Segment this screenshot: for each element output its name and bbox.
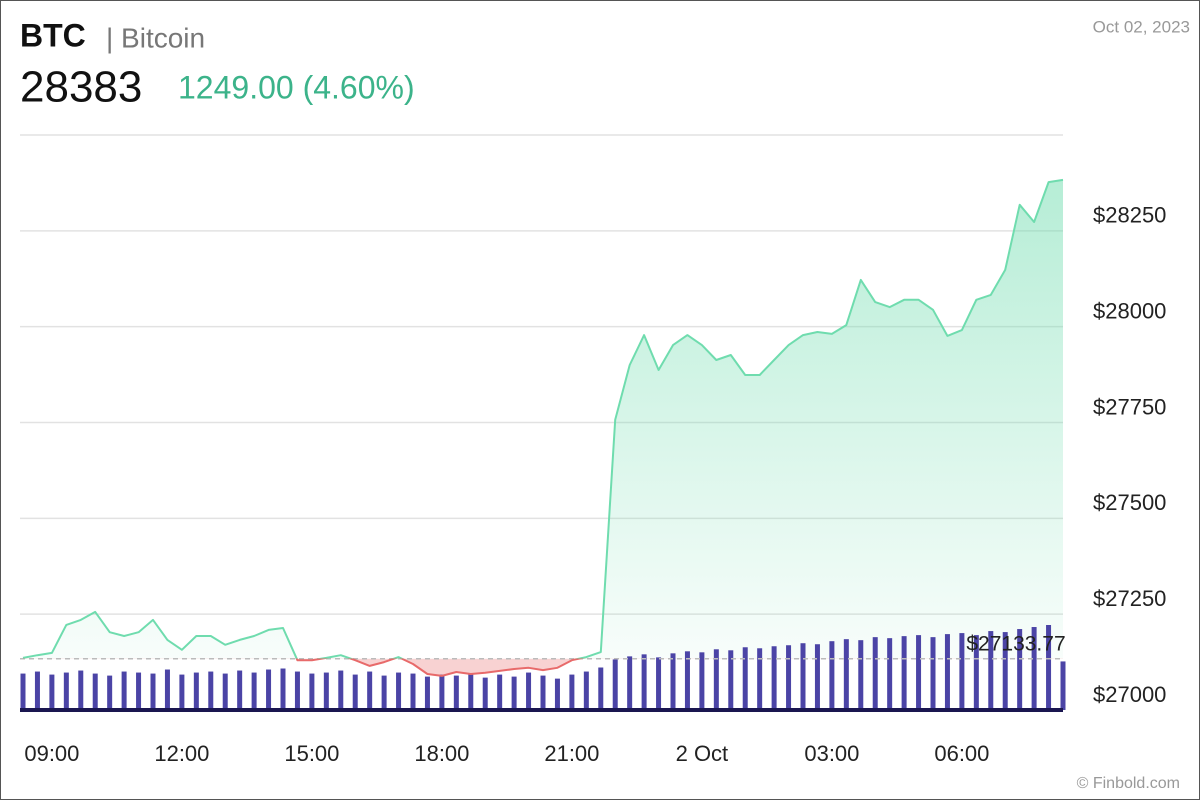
y-tick-label: $27250 [1093,586,1166,611]
volume-bar [367,671,373,710]
volume-bar [1002,632,1008,710]
volume-bar [410,673,416,710]
volume-bar [641,654,647,710]
volume-bar [482,677,488,710]
volume-bar [872,637,878,710]
volume-bar [92,673,98,710]
volume-bar [468,673,474,710]
x-tick-label: 03:00 [804,741,859,766]
volume-bar [742,647,748,710]
volume-bar [453,675,459,710]
volume-bar [251,672,257,710]
volume-bar [771,646,777,710]
volume-bar [352,674,358,710]
x-tick-label: 18:00 [414,741,469,766]
volume-bar [121,671,127,710]
volume-bar [1031,627,1037,710]
y-tick-label: $27500 [1093,490,1166,515]
volume-bar [930,637,936,710]
volume-bar [944,634,950,710]
volume-bar [728,650,734,710]
volume-bar [78,670,84,710]
x-tick-label: 21:00 [544,741,599,766]
volume-bar [179,674,185,710]
volume-bar [150,673,156,710]
volume-bar [786,645,792,710]
volume-bar [222,673,228,710]
volume-bar [598,667,604,710]
volume-bar [627,656,633,710]
volume-bar [901,636,907,710]
volume-bar [497,674,503,710]
volume-bar [164,669,170,710]
date: Oct 02, 2023 [1093,17,1190,36]
volume-bar [323,672,329,710]
asset-name: | Bitcoin [106,22,205,53]
volume-bar [713,649,719,710]
x-tick-label: 12:00 [154,741,209,766]
change: 1249.00 (4.60%) [178,69,415,105]
x-tick-label: 15:00 [284,741,339,766]
price: 28383 [20,63,142,112]
volume-bar [959,633,965,710]
volume-bar [829,641,835,710]
volume-bar [34,671,40,710]
volume-bar [1060,661,1066,710]
volume-bar [294,671,300,710]
volume-bar [800,643,806,710]
y-tick-label: $27000 [1093,682,1166,707]
volume-bar [699,652,705,710]
volume-bar [381,675,387,710]
volume-bar [193,672,199,710]
y-tick-label: $28000 [1093,298,1166,323]
volume-bar [49,674,55,710]
volume-bar [1017,629,1023,710]
volume-bar [887,638,893,710]
volume-bar [107,675,113,710]
volume-bar [656,657,662,710]
volume-bar [266,669,272,710]
baseline-label: $27133.77 [966,632,1065,655]
credit: © Finbold.com [1077,775,1180,792]
volume-bar [757,648,763,710]
y-tick-label: $28250 [1093,203,1166,228]
volume-bar [583,671,589,710]
volume-bar [540,675,546,710]
price-line [22,178,1064,677]
volume-bar [511,676,517,710]
volume-bar [973,635,979,710]
volume-bar [63,672,69,710]
area [23,179,1063,676]
volume-bar [396,672,402,710]
volume-bar [916,635,922,710]
volume-bar [814,644,820,710]
volume-bar [670,653,676,710]
x-tick-label: 09:00 [24,741,79,766]
volume-bar [988,631,994,710]
volume-bar [439,674,445,710]
volume-bar [526,672,532,710]
volume-bar [424,676,430,710]
volume-bar [136,672,142,710]
symbol: BTC [20,17,86,53]
volume-bar [684,651,690,710]
y-tick-label: $27750 [1093,394,1166,419]
volume-bar [237,670,243,710]
volume-bar [208,671,214,710]
volume-bar [554,678,560,710]
volume-bar [858,640,864,710]
volume-bar [20,673,26,710]
volume-bar [1046,625,1052,710]
volume-bar [280,668,286,710]
x-tick-label: 06:00 [934,741,989,766]
x-tick-label: 2 Oct [676,741,729,766]
volume-bar [612,659,618,710]
volume-bar [338,670,344,710]
volume-bar [309,673,315,710]
volume-bar [843,639,849,710]
volume-bar [569,674,575,710]
